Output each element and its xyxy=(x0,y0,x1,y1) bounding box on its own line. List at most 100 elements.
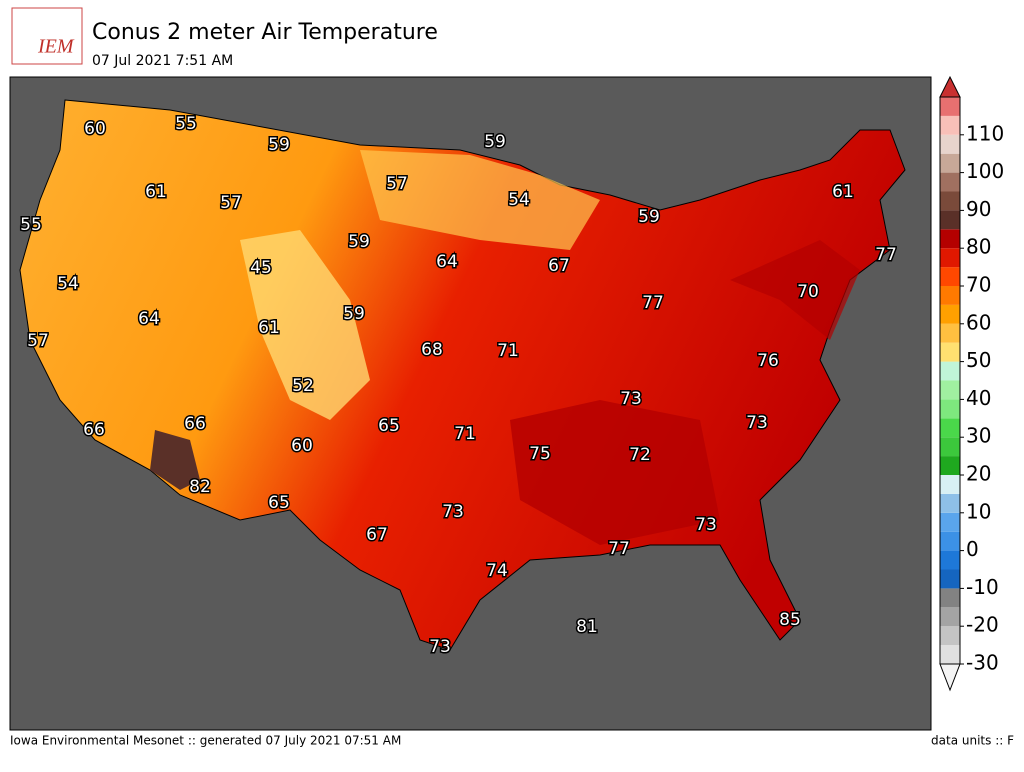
contour-label: 82 xyxy=(189,477,211,497)
contour-label: 64 xyxy=(138,309,160,329)
colorbar-segment xyxy=(940,134,960,154)
colorbar-segment xyxy=(940,626,960,646)
hot-core xyxy=(510,400,720,545)
colorbar-tick-label: 80 xyxy=(966,235,991,259)
colorbar-tick-label: 60 xyxy=(966,310,991,334)
colorbar-tick-label: 40 xyxy=(966,386,991,410)
colorbar-segment xyxy=(940,493,960,513)
colorbar-segment xyxy=(940,512,960,532)
colorbar-segment xyxy=(940,569,960,589)
contour-label: 65 xyxy=(268,493,290,513)
colorbar-tick-label: 70 xyxy=(966,273,991,297)
hot-southwest xyxy=(150,430,200,490)
colorbar-segment xyxy=(940,531,960,551)
colorbar-segment xyxy=(940,115,960,135)
contour-label: 73 xyxy=(695,515,717,535)
colorbar-segment xyxy=(940,418,960,438)
colorbar-segment xyxy=(940,550,960,570)
contour-label: 59 xyxy=(268,135,290,155)
colorbar-arrow-bottom xyxy=(939,663,961,692)
contour-label: 81 xyxy=(576,617,598,637)
contour-label: 59 xyxy=(343,304,365,324)
colorbar-tick-label: 0 xyxy=(966,537,979,561)
colorbar-arrow-top xyxy=(939,75,961,98)
contour-label: 55 xyxy=(175,114,197,134)
contour-label: 73 xyxy=(746,413,768,433)
contour-label: 54 xyxy=(57,274,79,294)
colorbar-segment xyxy=(940,210,960,230)
contour-label: 75 xyxy=(529,444,551,464)
contour-label: 74 xyxy=(486,561,508,581)
colorbar-segment xyxy=(940,267,960,286)
cool-north xyxy=(360,150,600,250)
contour-label: 73 xyxy=(442,502,464,522)
contour-label: 45 xyxy=(250,258,272,278)
contour-label: 55 xyxy=(20,215,42,235)
colorbar-segment xyxy=(940,456,960,475)
colorbar-segment xyxy=(940,97,960,116)
colorbar-tick-label: 90 xyxy=(966,197,991,221)
colorbar-tick-label: 10 xyxy=(966,499,991,523)
contour-label: 59 xyxy=(638,207,660,227)
colorbar-segment xyxy=(940,286,960,305)
contour-label: 66 xyxy=(83,420,105,440)
contour-label: 64 xyxy=(436,252,458,272)
contour-label: 59 xyxy=(348,232,370,252)
contour-label: 77 xyxy=(642,293,664,313)
footer-right: data units :: F xyxy=(931,734,1014,748)
contour-label: 57 xyxy=(27,331,49,351)
contour-label: 54 xyxy=(508,190,530,210)
contour-label: 77 xyxy=(608,539,630,559)
contour-label: 85 xyxy=(779,610,801,630)
colorbar-segment xyxy=(940,645,960,664)
contour-label: 61 xyxy=(145,182,167,202)
colorbar-segment xyxy=(940,607,960,627)
contour-label: 68 xyxy=(421,340,443,360)
contour-label: 70 xyxy=(797,282,819,302)
colorbar-segment xyxy=(940,380,960,400)
colorbar-segment xyxy=(940,172,960,192)
colorbar-segment xyxy=(940,191,960,211)
colorbar-segment xyxy=(940,323,960,343)
colorbar-tick-label: 20 xyxy=(966,462,991,486)
contour-label: 60 xyxy=(291,436,313,456)
colorbar-segment xyxy=(940,304,960,324)
logo-frame xyxy=(11,7,83,65)
colorbar-segment xyxy=(940,248,960,268)
colorbar-tick-label: 30 xyxy=(966,424,991,448)
colorbar-segment xyxy=(940,399,960,419)
colorbar-tick-label: -10 xyxy=(966,575,999,599)
colorbar-segment xyxy=(940,153,960,173)
contour-label: 76 xyxy=(757,351,779,371)
contour-label: 66 xyxy=(184,414,206,434)
colorbar-segment xyxy=(940,588,960,608)
cool-region xyxy=(240,230,370,420)
contour-label: 71 xyxy=(497,341,519,361)
colorbar-segment xyxy=(940,361,960,381)
contour-label: 71 xyxy=(454,424,476,444)
contour-label: 73 xyxy=(620,389,642,409)
colorbar-segment xyxy=(940,342,960,362)
colorbar-tick-label: 110 xyxy=(966,121,1004,145)
colorbar-tick-label: 100 xyxy=(966,159,1004,183)
contour-label: 57 xyxy=(386,174,408,194)
contour-label: 72 xyxy=(629,445,651,465)
contour-label: 52 xyxy=(292,376,314,396)
footer-left: Iowa Environmental Mesonet :: generated … xyxy=(10,734,401,748)
colorbar-frame xyxy=(939,96,961,665)
colorbar-segment xyxy=(940,437,960,457)
contour-label: 65 xyxy=(378,416,400,436)
colorbar-tick-label: -20 xyxy=(966,613,999,637)
contour-label: 67 xyxy=(548,256,570,276)
contour-label: 61 xyxy=(832,182,854,202)
title: Conus 2 meter Air Temperature xyxy=(92,20,438,45)
contour-label: 59 xyxy=(484,132,506,152)
contour-label: 61 xyxy=(258,318,280,338)
colorbar-tick-label: -30 xyxy=(966,651,999,675)
logo-text: IEM xyxy=(37,36,75,58)
contour-label: 77 xyxy=(875,245,897,265)
colorbar-segment xyxy=(940,229,960,249)
subtitle: 07 Jul 2021 7:51 AM xyxy=(92,53,233,69)
contour-label: 67 xyxy=(366,525,388,545)
